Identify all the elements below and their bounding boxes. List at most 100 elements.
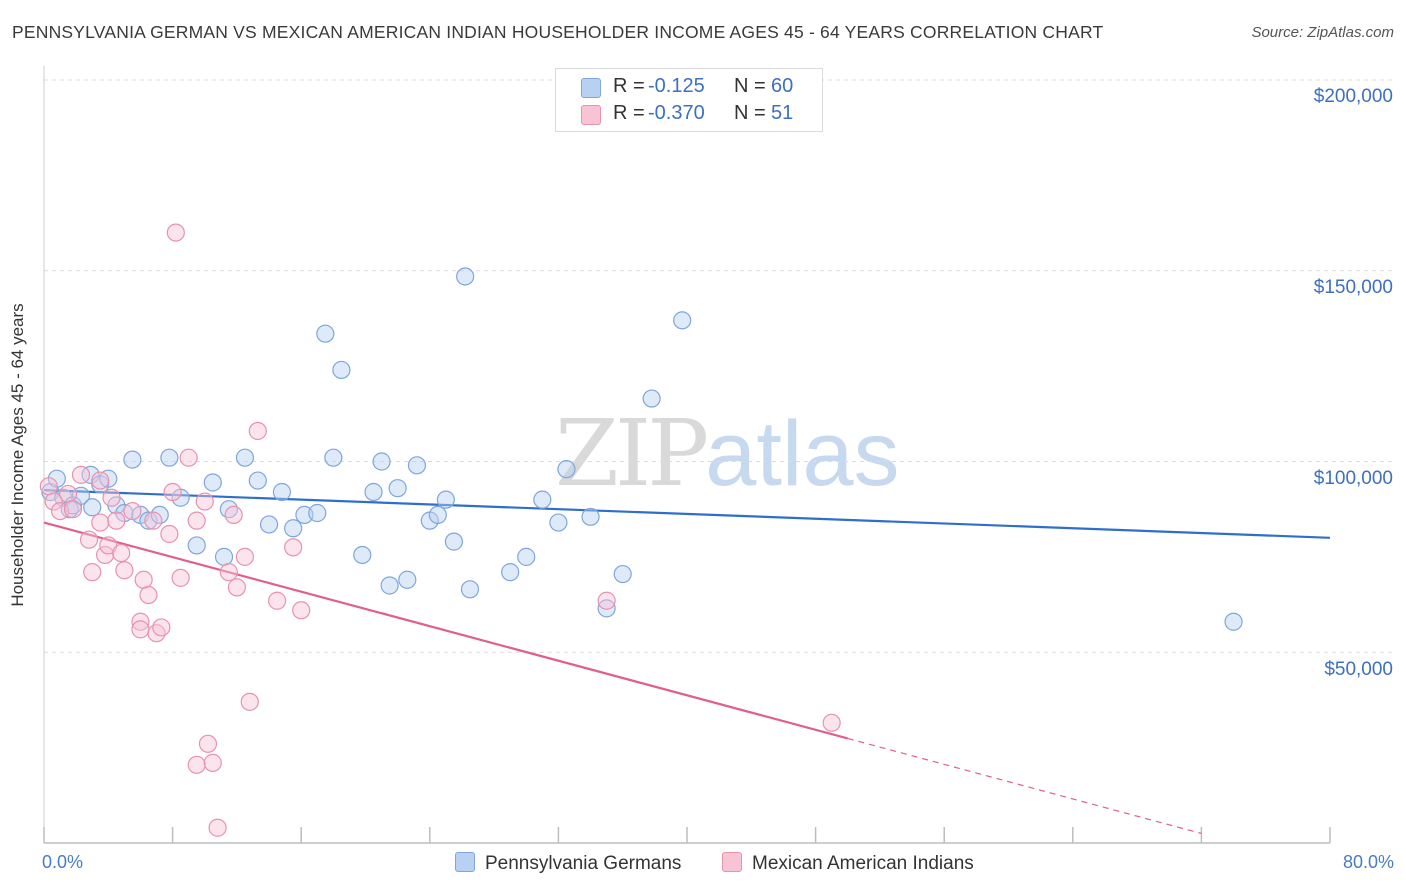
data-point-series2: [227, 578, 246, 597]
y-axis-label: Householder Income Ages 45 - 64 years: [8, 303, 27, 607]
y-tick-label-200000: $200,000: [1313, 86, 1393, 107]
data-point-series2: [219, 563, 238, 582]
data-point-series2: [112, 543, 131, 563]
watermark-zip: ZIP: [555, 400, 709, 507]
data-point-series2: [267, 591, 287, 610]
trend-line-extension-series2: [847, 737, 1202, 835]
data-point-series1: [673, 311, 692, 330]
data-point-series2: [152, 618, 171, 637]
data-point-series2: [91, 513, 110, 532]
data-point-series1: [214, 547, 234, 566]
data-point-series1: [332, 360, 351, 380]
data-point-series2: [187, 511, 206, 530]
data-point-series1: [407, 456, 427, 475]
data-points: [39, 223, 1243, 837]
data-point-series1: [613, 564, 632, 584]
legend-item-series1: Pennsylvania Germans: [455, 852, 681, 875]
source-label: Source: ZipAtlas.com: [1251, 24, 1394, 41]
data-point-series1: [372, 452, 391, 471]
data-point-series2: [144, 511, 163, 530]
data-point-series1: [444, 532, 464, 551]
data-point-series1: [642, 389, 661, 408]
legend-swatch-series2: [722, 852, 742, 872]
legend-label-series1: Pennsylvania Germans: [485, 853, 682, 874]
data-point-series2: [83, 563, 102, 582]
data-point-series1: [549, 513, 568, 532]
data-point-series1: [259, 515, 279, 534]
data-point-series2: [198, 734, 218, 753]
data-point-series2: [115, 561, 134, 580]
y-tick-label-50000: $50,000: [1324, 659, 1393, 680]
data-point-series2: [131, 620, 150, 639]
data-point-series1: [364, 482, 383, 502]
data-point-series1: [456, 267, 475, 286]
y-tick-label-100000: $100,000: [1313, 468, 1393, 489]
series1-swatch: [581, 78, 601, 98]
data-point-series2: [166, 223, 185, 242]
data-point-series2: [131, 612, 150, 631]
data-point-series2: [107, 511, 126, 530]
data-point-series1: [308, 503, 327, 523]
data-point-series2: [91, 471, 110, 490]
data-point-series2: [240, 692, 259, 711]
data-point-series1: [272, 482, 292, 502]
data-point-series2: [44, 492, 63, 511]
data-point-series2: [95, 545, 115, 565]
data-point-series2: [208, 818, 227, 837]
data-point-series2: [597, 591, 616, 610]
data-point-series1: [139, 511, 158, 530]
data-point-series1: [316, 324, 335, 343]
legend-label-series2: Mexican American Indians: [752, 853, 974, 874]
n-label: N =: [734, 102, 766, 124]
data-point-series1: [81, 465, 100, 484]
series2-n-value: 51: [771, 102, 794, 124]
data-point-series1: [235, 448, 255, 467]
data-point-series2: [139, 585, 158, 605]
x-tick-label-min: 0.0%: [42, 852, 84, 872]
watermark-atlas: atlas: [705, 403, 900, 505]
r-label: R =: [613, 75, 645, 97]
data-point-series1: [83, 498, 102, 517]
data-point-series2: [292, 601, 311, 620]
grid-lines: [44, 79, 1394, 653]
data-point-series2: [123, 501, 142, 521]
data-point-series1: [501, 563, 520, 582]
data-point-series2: [134, 570, 153, 589]
data-point-series1: [557, 460, 576, 479]
legend-item-series2: Mexican American Indians: [722, 852, 974, 875]
legend-swatch-series1: [455, 852, 475, 872]
data-point-series2: [63, 500, 83, 519]
data-point-series1: [324, 448, 343, 467]
data-point-series2: [59, 484, 78, 504]
data-point-series2: [179, 448, 198, 467]
data-point-series1: [388, 479, 407, 498]
series1-n-value: 60: [771, 75, 794, 97]
data-point-series1: [203, 473, 222, 492]
data-point-series1: [160, 448, 179, 467]
x-tick-label-max: 80.0%: [1342, 852, 1394, 872]
data-point-series2: [224, 505, 243, 525]
data-point-series1: [219, 500, 238, 519]
data-point-series1: [123, 450, 142, 469]
r-label: R =: [613, 102, 645, 124]
trend-line-series2: [43, 521, 849, 740]
stats-row-series1: R = -0.125 N = 60: [556, 74, 822, 100]
trend-line-series1: [43, 489, 1331, 539]
data-point-series2: [163, 482, 182, 502]
data-point-series1: [428, 505, 447, 525]
stats-legend: R = -0.125 N = 60 R = -0.370 N = 51: [555, 68, 823, 132]
axes: [43, 66, 1331, 844]
data-point-series2: [79, 530, 99, 549]
data-point-series1: [398, 570, 417, 589]
data-point-series1: [284, 519, 303, 538]
data-point-series1: [436, 490, 455, 509]
data-point-series2: [248, 421, 267, 441]
chart-title: PENNSYLVANIA GERMAN VS MEXICAN AMERICAN …: [12, 22, 1104, 42]
series1-r-value: -0.125: [648, 75, 705, 97]
data-point-series1: [248, 471, 267, 490]
data-point-series1: [460, 580, 480, 599]
data-point-series2: [235, 547, 255, 566]
data-point-series2: [203, 753, 222, 772]
series2-r-value: -0.370: [648, 102, 705, 124]
